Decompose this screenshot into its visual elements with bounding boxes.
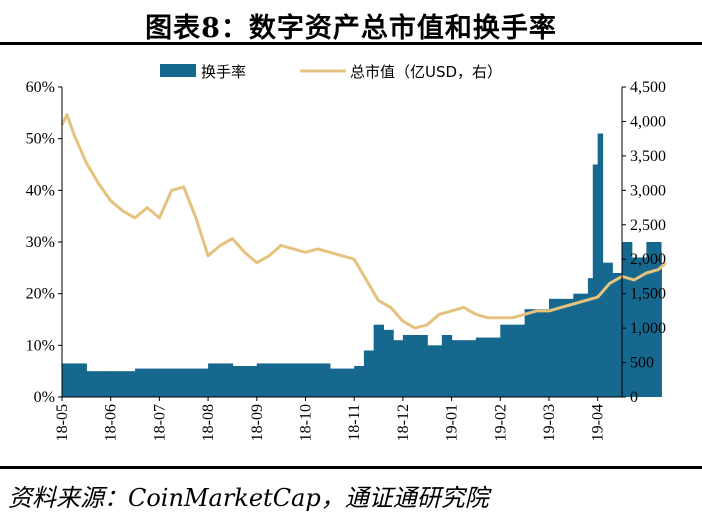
title-rule	[0, 42, 702, 45]
x-tick-label: 19-04	[590, 404, 607, 441]
turnover-bar	[373, 324, 384, 397]
x-tick-label: 18-05	[54, 404, 71, 441]
right-tick-label: 500	[630, 355, 654, 372]
legend-label-turnover: 换手率	[201, 63, 246, 81]
chart: 换手率 总市值（亿USD，右） 0% 10% 20% 30% 40% 50% 60% 0 500…	[26, 63, 667, 441]
left-tick-label: 40%	[26, 182, 55, 199]
turnover-bar	[256, 363, 282, 397]
left-tick-label: 0%	[34, 389, 55, 406]
turnover-bar	[402, 335, 419, 397]
legend: 换手率 总市值（亿USD，右）	[160, 63, 502, 81]
turnover-bar	[417, 335, 428, 397]
x-tick-label: 18-09	[249, 404, 266, 441]
turnover-bar	[597, 133, 604, 397]
turnover-bar	[110, 371, 136, 397]
turnover-bar	[660, 252, 662, 397]
turnover-bar	[427, 345, 443, 397]
turnover-bar	[631, 257, 647, 397]
turnover-bar	[329, 368, 355, 397]
x-tick-label: 18-10	[297, 404, 314, 441]
left-tick-label: 30%	[26, 234, 55, 251]
right-tick-label: 3,500	[630, 148, 666, 165]
turnover-bar	[208, 363, 234, 397]
turnover-bars	[62, 133, 662, 397]
turnover-bar	[646, 242, 662, 397]
right-tick-label: 2,000	[630, 251, 666, 268]
turnover-bar	[281, 363, 307, 397]
turnover-bar	[475, 337, 501, 397]
turnover-bar	[500, 324, 526, 397]
turnover-bar	[602, 262, 613, 397]
legend-swatch-turnover	[160, 64, 196, 77]
turnover-bar	[62, 363, 87, 397]
right-tick-label: 4,000	[630, 113, 666, 130]
right-tick-label: 2,500	[630, 217, 666, 234]
x-tick-label: 19-03	[541, 404, 558, 441]
axes: 0% 10% 20% 30% 40% 50% 60% 0 500 1,000 1,500 2,000 2…	[26, 79, 666, 441]
right-tick-label: 1,500	[630, 286, 666, 303]
x-tick-label: 18-11	[346, 404, 363, 441]
turnover-bar	[159, 368, 185, 397]
turnover-bar	[573, 293, 589, 397]
x-tick-label: 18-12	[395, 404, 412, 441]
marketcap-line	[60, 113, 667, 330]
turnover-bar	[622, 242, 633, 397]
chart-title: 图表8：数字资产总市值和换手率	[145, 13, 557, 44]
turnover-bar	[548, 298, 574, 397]
turnover-bar	[135, 368, 160, 397]
turnover-bar	[363, 350, 375, 397]
source-rule	[0, 466, 702, 469]
turnover-bar	[612, 273, 623, 397]
x-tick-label: 19-01	[444, 404, 461, 441]
turnover-bar	[232, 366, 258, 397]
left-tick-label: 60%	[26, 79, 55, 96]
turnover-bar	[524, 309, 550, 397]
turnover-bar	[592, 164, 599, 397]
right-tick-label: 0	[630, 389, 638, 406]
turnover-bar	[383, 329, 394, 397]
x-tick-label: 18-06	[103, 404, 120, 441]
turnover-bar	[86, 371, 112, 397]
turnover-bar	[305, 363, 331, 397]
right-tick-label: 3,000	[630, 182, 666, 199]
turnover-bar	[587, 278, 594, 397]
x-tick-label: 19-02	[492, 404, 509, 441]
left-tick-label: 10%	[26, 337, 55, 354]
turnover-bar	[441, 335, 453, 397]
right-tick-label: 4,500	[630, 79, 666, 96]
turnover-bar	[393, 340, 404, 397]
left-tick-label: 50%	[26, 131, 55, 148]
right-tick-label: 1,000	[630, 320, 666, 337]
source-note: 资料来源：CoinMarketCap，通证通研究院	[8, 484, 489, 512]
x-tick-label: 18-07	[151, 404, 168, 441]
x-tick-label: 18-08	[200, 404, 217, 441]
legend-label-marketcap: 总市值（亿USD，右）	[350, 63, 502, 81]
turnover-bar	[451, 340, 477, 397]
left-tick-label: 20%	[26, 286, 55, 303]
turnover-bar	[354, 366, 365, 397]
turnover-bar	[183, 368, 209, 397]
